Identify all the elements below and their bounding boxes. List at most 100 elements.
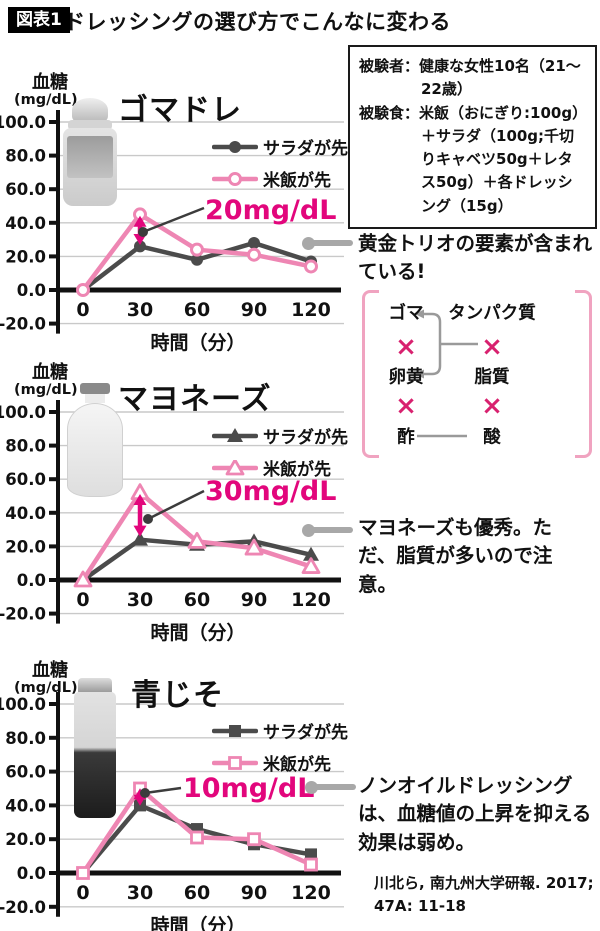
legend-row-salad-first: サラダが先	[212, 134, 348, 159]
diagram-connectors	[415, 309, 478, 438]
plot-aojiso: 100.0 80.0 60.0 40.0 20.0 0.0 -20.0 0 30 60 90 120	[0, 692, 344, 917]
svg-text:0: 0	[76, 299, 89, 321]
svg-text:120: 120	[291, 882, 331, 904]
svg-text:-20.0: -20.0	[0, 898, 46, 917]
svg-text:30: 30	[127, 882, 153, 904]
chart-title-gomadore: ゴマドレ	[118, 93, 242, 128]
svg-text:40.0: 40.0	[5, 796, 46, 815]
leader-arrow-mayonnaise	[302, 523, 353, 537]
cross-symbol: ×	[395, 332, 417, 362]
svg-text:60: 60	[184, 299, 210, 321]
golden-trio-diagram: ゴマ × 卵黄 × 酢 タンパク質 × 脂質 × 酸	[362, 290, 592, 458]
bottle-body	[63, 128, 117, 206]
mayonnaise-bottle-image	[66, 383, 124, 497]
diagram-term: 脂質	[474, 367, 510, 388]
right-bracket	[575, 290, 592, 458]
svg-text:40.0: 40.0	[5, 504, 46, 523]
svg-text:20.0: 20.0	[5, 537, 46, 556]
bottle-cap	[80, 383, 110, 394]
legend-swatch-salad-first	[212, 140, 258, 153]
sesame-dressing-bottle-image	[62, 98, 118, 206]
y-axis-label: 血糖	[32, 362, 68, 383]
legend-mayonnaise: サラダが先 米飯が先	[212, 423, 348, 480]
svg-text:90: 90	[241, 589, 267, 611]
info-text-subjects: 健康な女性10名（21〜22歳）	[419, 57, 581, 99]
legend-label: サラダが先	[263, 139, 348, 159]
svg-text:0.0: 0.0	[17, 864, 46, 883]
legend-swatch-rice-first	[212, 755, 258, 770]
svg-text:60: 60	[184, 589, 210, 611]
y-axis-unit: (mg/dL)	[14, 680, 78, 696]
annotation-gomadore: 黄金トリオの要素が含まれている!	[358, 232, 593, 284]
svg-text:90: 90	[241, 299, 267, 321]
svg-text:-20.0: -20.0	[0, 315, 46, 334]
legend-gomadore: サラダが先 米飯が先	[212, 134, 348, 191]
cross-symbol: ×	[481, 391, 503, 421]
annotation-mayonnaise: マヨネーズも優秀。ただ、脂質が多いので注意。	[358, 516, 553, 596]
info-row-subjects: 被験者：健康な女性10名（21〜22歳）	[359, 55, 586, 102]
svg-text:60.0: 60.0	[5, 763, 46, 782]
y-axis-label: 血糖	[32, 72, 68, 93]
leader-arrow-gomadore	[302, 236, 353, 250]
svg-text:100.0: 100.0	[0, 695, 46, 714]
chart-aojiso: 100.080.060.040.020.00.0-20.00306090120 …	[0, 630, 356, 931]
cross-symbol: ×	[395, 391, 417, 421]
legend-swatch-salad-first	[212, 724, 258, 737]
bottle-cap	[72, 98, 108, 122]
legend-swatch-salad-first	[212, 427, 258, 442]
diagram-term: 酸	[483, 427, 501, 448]
x-axis-label: 時間（分）	[150, 622, 246, 644]
chart-title-mayonnaise: マヨネーズ	[118, 382, 272, 417]
svg-text:20.0: 20.0	[5, 247, 46, 266]
svg-text:60.0: 60.0	[5, 180, 46, 199]
bottle-cap	[78, 678, 112, 693]
svg-text:40.0: 40.0	[5, 214, 46, 233]
legend-row-salad-first: サラダが先	[212, 423, 348, 448]
shiso-dressing-bottle-image	[72, 678, 118, 818]
legend-row-rice-first: 米飯が先	[212, 166, 348, 191]
chart-gomadore: 100.080.060.040.020.00.0-20.00306090120 …	[0, 60, 356, 360]
legend-row-rice-first: 米飯が先	[212, 750, 348, 775]
legend-label: サラダが先	[263, 428, 348, 448]
experiment-info-box: 被験者：健康な女性10名（21〜22歳） 被験食：米飯（おにぎり:100g）＋サ…	[348, 45, 597, 229]
diff-annotation-aojiso: 10mg/dL	[183, 773, 315, 804]
legend-row-salad-first: サラダが先	[212, 718, 348, 743]
figure-title: ドレッシングの選び方でこんなに変わる	[64, 10, 451, 34]
y-axis-unit: (mg/dL)	[14, 92, 78, 108]
y-axis-unit: (mg/dL)	[14, 382, 78, 398]
diagram-term: タンパク質	[448, 303, 536, 324]
legend-label: 米飯が先	[263, 460, 331, 480]
chart-title-aojiso: 青じそ	[131, 678, 224, 713]
svg-text:80.0: 80.0	[5, 147, 46, 166]
info-text-meal: 米飯（おにぎり:100g）＋サラダ（100g;千切りキャベツ50g＋レタス50g…	[419, 103, 580, 215]
legend-swatch-rice-first	[212, 171, 258, 186]
diff-annotation-gomadore: 20mg/dL	[205, 195, 337, 226]
diagram-term: 酢	[397, 427, 415, 448]
left-bracket	[362, 290, 379, 458]
svg-text:60.0: 60.0	[5, 470, 46, 489]
svg-text:120: 120	[291, 589, 331, 611]
leader-arrow-aojiso	[305, 780, 356, 794]
svg-text:30: 30	[127, 589, 153, 611]
citation: 川北ら, 南九州大学研報. 2017; 47A: 11-18	[374, 874, 594, 915]
legend-aojiso: サラダが先 米飯が先	[212, 718, 348, 775]
diagram-term: 卵黄	[388, 367, 424, 388]
svg-text:30: 30	[127, 299, 153, 321]
svg-text:100.0: 100.0	[0, 113, 46, 132]
svg-text:0.0: 0.0	[17, 281, 46, 300]
legend-row-rice-first: 米飯が先	[212, 455, 348, 480]
annotation-nonoil: ノンオイルドレッシングは、血糖値の上昇を抑える効果は弱め。	[358, 774, 592, 854]
x-axis-label: 時間（分）	[150, 915, 246, 931]
legend-label: 米飯が先	[263, 755, 331, 775]
plot-gomadore: 100.0 80.0 60.0 40.0 20.0 0.0 -20.0 0 30 60 90 120	[0, 110, 344, 334]
legend-label: サラダが先	[263, 723, 348, 743]
bottle-neck	[85, 394, 105, 403]
y-axis-label: 血糖	[32, 660, 68, 681]
svg-text:60: 60	[184, 882, 210, 904]
diff-annotation-mayonnaise: 30mg/dL	[205, 476, 337, 507]
info-label-meal: 被験食：	[359, 103, 420, 122]
svg-text:0: 0	[76, 589, 89, 611]
svg-text:90: 90	[241, 882, 267, 904]
svg-text:0.0: 0.0	[17, 571, 46, 590]
